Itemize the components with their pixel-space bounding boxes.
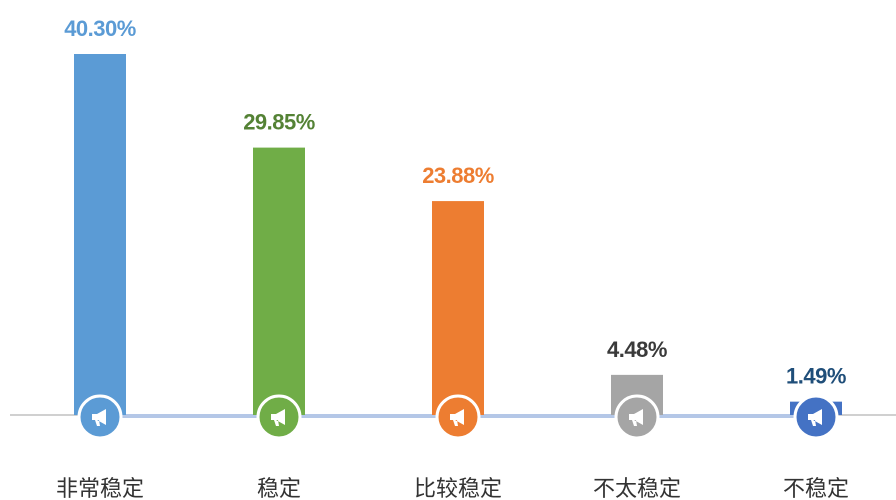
value-label: 1.49%	[786, 364, 846, 389]
megaphone	[92, 409, 106, 426]
value-label: 4.48%	[607, 337, 667, 362]
icon	[614, 394, 660, 440]
icon	[256, 394, 302, 440]
megaphone	[271, 409, 285, 426]
category-label: 比较稳定	[414, 477, 502, 500]
category-label: 非常稳定	[56, 477, 144, 500]
category-label: 不太稳定	[593, 477, 681, 500]
icon	[793, 394, 839, 440]
bar	[74, 54, 126, 415]
category-label: 不稳定	[783, 477, 849, 500]
bar	[432, 201, 484, 415]
icon	[435, 394, 481, 440]
value-label: 40.30%	[64, 16, 136, 41]
megaphone	[450, 409, 464, 426]
category-label: 稳定	[257, 477, 301, 500]
icon	[77, 394, 123, 440]
value-label: 29.85%	[243, 110, 315, 135]
value-label: 23.88%	[422, 163, 494, 188]
megaphone	[808, 409, 822, 426]
megaphone	[629, 409, 643, 426]
bar	[253, 147, 305, 415]
